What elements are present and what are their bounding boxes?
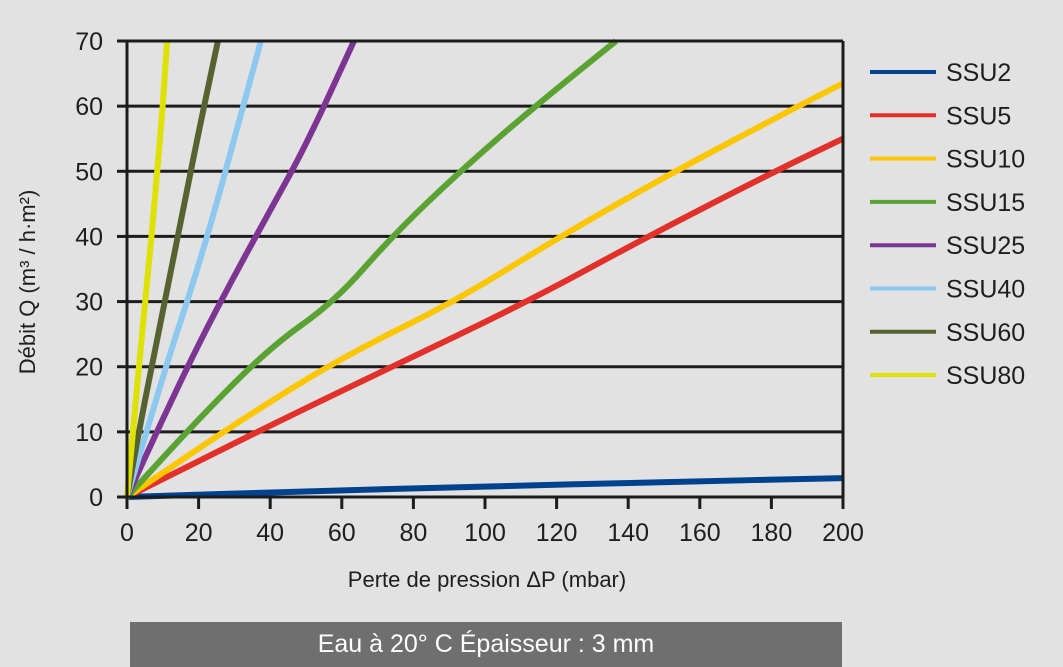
- legend-item-ssu15: SSU15: [870, 189, 1025, 217]
- x-tick-label: 40: [256, 519, 284, 547]
- series-line-ssu2: [126, 475, 844, 500]
- legend-label: SSU15: [946, 189, 1025, 217]
- y-tick-label: 40: [75, 223, 103, 251]
- y-tick-label: 30: [75, 289, 103, 317]
- series-line-ssu80: [124, 40, 171, 498]
- y-tick-label: 60: [75, 93, 103, 121]
- x-tick-label: 200: [822, 519, 864, 547]
- legend-label: SSU60: [946, 319, 1025, 347]
- y-tick-label: 0: [89, 484, 103, 512]
- legend-item-ssu2: SSU2: [870, 59, 1011, 87]
- y-tick-label: 20: [75, 354, 103, 382]
- legend-item-ssu25: SSU25: [870, 232, 1025, 260]
- legend-label: SSU80: [946, 362, 1025, 390]
- y-tick-label: 70: [75, 28, 103, 56]
- series-lines: [124, 38, 845, 500]
- axes: [117, 39, 845, 509]
- legend-item-ssu40: SSU40: [870, 276, 1025, 304]
- series-line-ssu60: [124, 40, 221, 498]
- x-axis-title: Perte de pression ΔP (mbar): [348, 567, 626, 592]
- x-tick-label: 60: [328, 519, 356, 547]
- legend-label: SSU25: [946, 232, 1025, 260]
- horizontal-gridlines: [127, 39, 843, 434]
- series-line-ssu15: [124, 38, 618, 500]
- legend-item-ssu60: SSU60: [870, 319, 1025, 347]
- x-tick-label: 180: [751, 519, 793, 547]
- x-tick-label: 0: [120, 519, 134, 547]
- series-line-ssu25: [124, 39, 357, 499]
- legend-label: SSU10: [946, 146, 1025, 174]
- x-tick-label: 20: [185, 519, 213, 547]
- x-tick-label: 160: [679, 519, 721, 547]
- legend-label: SSU40: [946, 276, 1025, 304]
- tick-labels: 0 10 20 30 40 50 60 70 0 20 40 60 80 100 120 140 160 180 2…: [75, 28, 864, 547]
- x-tick-label: 100: [464, 519, 506, 547]
- legend-item-ssu80: SSU80: [870, 362, 1025, 390]
- y-axis-title: Débit Q (m³ / h·m²): [15, 190, 40, 375]
- series-line-ssu40: [124, 40, 264, 498]
- legend-item-ssu10: SSU10: [870, 146, 1025, 174]
- legend-label: SSU5: [946, 102, 1011, 130]
- series-line-ssu10: [125, 80, 845, 500]
- y-tick-label: 10: [75, 419, 103, 447]
- y-tick-label: 50: [75, 158, 103, 186]
- legend-item-ssu5: SSU5: [870, 102, 1011, 130]
- x-tick-label: 140: [607, 519, 649, 547]
- x-tick-label: 120: [536, 519, 578, 547]
- caption-bar: Eau à 20° C Épaisseur : 3 mm: [130, 622, 842, 667]
- legend-label: SSU2: [946, 59, 1011, 87]
- x-tick-label: 80: [399, 519, 427, 547]
- legend: SSU2 SSU5 SSU10 SSU15 SSU25 SSU40 SSU60 SSU80: [870, 59, 1025, 390]
- series-line-ssu5: [125, 136, 845, 500]
